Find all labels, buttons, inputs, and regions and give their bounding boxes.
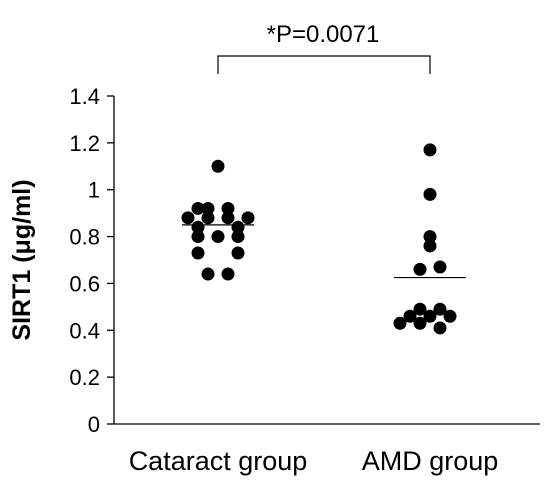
data-point [181, 211, 195, 225]
y-tick-label: 0.4 [69, 318, 100, 343]
data-point [413, 302, 427, 316]
data-point [191, 246, 205, 260]
data-points [181, 143, 457, 335]
y-tick-label: 0.6 [69, 271, 100, 296]
data-point [211, 230, 225, 244]
data-point [433, 302, 447, 316]
y-tick-label: 1 [88, 178, 100, 203]
data-point [423, 143, 437, 157]
data-point [221, 201, 235, 215]
mean-lines [182, 224, 466, 279]
data-point [201, 267, 215, 281]
data-point [221, 267, 235, 281]
data-point [231, 246, 245, 260]
y-ticks: 0 0.2 0.4 0.6 0.8 1 1.2 1.4 [69, 84, 114, 437]
data-point [423, 239, 437, 253]
data-point [191, 201, 205, 215]
y-tick-label: 0.8 [69, 225, 100, 250]
data-point [423, 230, 437, 244]
axes [113, 96, 540, 425]
y-tick-label: 1.2 [69, 131, 100, 156]
data-point [191, 220, 205, 234]
x-category-label: AMD group [362, 446, 499, 476]
data-point [413, 316, 427, 330]
data-point [211, 159, 225, 173]
data-point [231, 220, 245, 234]
data-point [423, 309, 437, 323]
data-point [433, 260, 447, 274]
y-tick-label: 0 [88, 412, 100, 437]
significance-annotation: *P=0.0071 [267, 21, 380, 48]
bracket-line [217, 55, 431, 74]
data-point [201, 201, 215, 215]
data-point [403, 309, 417, 323]
data-point [241, 211, 255, 225]
data-point [191, 230, 205, 244]
data-point [393, 316, 407, 330]
data-point [201, 211, 215, 225]
data-point [443, 309, 457, 323]
y-tick-label: 1.4 [69, 84, 100, 109]
data-point [231, 230, 245, 244]
data-point [413, 262, 427, 276]
significance-bracket [217, 55, 431, 74]
x-category-labels: Cataract group AMD group [129, 446, 499, 476]
x-category-label: Cataract group [129, 446, 308, 476]
y-tick-label: 0.2 [69, 365, 100, 390]
data-point [423, 187, 437, 201]
data-point [221, 211, 235, 225]
data-point [433, 321, 447, 335]
y-axis-label: SIRT1 (μg/ml) [8, 179, 36, 340]
